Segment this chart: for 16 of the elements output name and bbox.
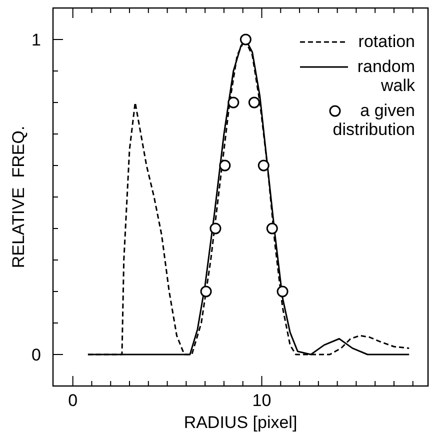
point — [219, 160, 231, 172]
y-tick-label: 1 — [32, 30, 41, 50]
x-tick-label: 10 — [252, 391, 272, 410]
point — [258, 160, 270, 172]
point — [266, 222, 278, 234]
legend-label: rotation — [358, 32, 415, 51]
legend-label: a given distribution — [332, 101, 415, 139]
point — [228, 96, 240, 108]
y-axis-title: RELATIVE FREQ. — [9, 126, 28, 268]
point — [200, 286, 212, 298]
point — [210, 222, 222, 234]
point — [276, 286, 288, 298]
point — [240, 34, 252, 46]
x-axis-title: RADIUS [pixel] — [184, 413, 298, 432]
legend-label: random walk — [357, 57, 416, 95]
point — [248, 96, 260, 108]
